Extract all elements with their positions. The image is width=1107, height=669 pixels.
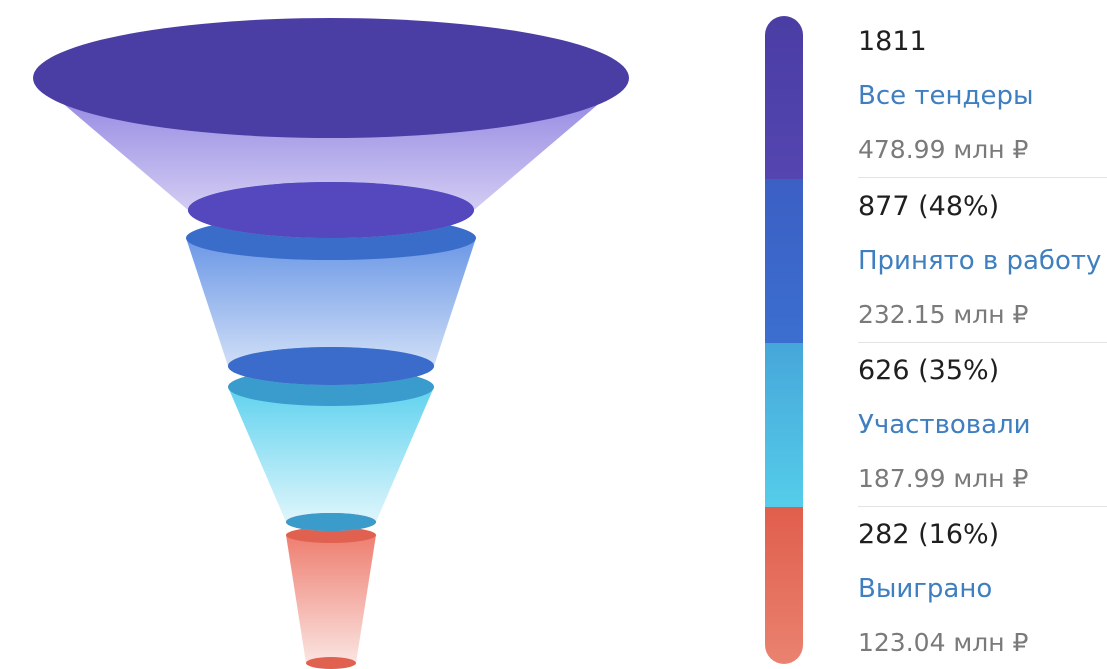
funnel-stage-all-tenders: 1811 Все тендеры 478.99 млн ₽ [858,14,1107,178]
funnel-stage-won: 282 (16%) Выиграно 123.04 млн ₽ [858,507,1107,669]
funnel-section-body[interactable] [286,535,376,669]
funnel-stage-participated: 626 (35%) Участвовали 187.99 млн ₽ [858,343,1107,507]
funnel-section-divider-lens [286,513,376,531]
stage-amount: 478.99 млн ₽ [858,135,1029,164]
stage-divider [858,177,1107,178]
funnel-section-divider-lens [188,182,474,238]
stage-amount: 232.15 млн ₽ [858,300,1029,329]
stage-count: 1811 [858,26,927,57]
legend-color-segment [765,343,803,507]
stage-label[interactable]: Выиграно [858,574,993,604]
stage-label[interactable]: Все тендеры [858,81,1034,111]
funnel-chart [33,18,629,669]
stage-divider [858,342,1107,343]
funnel-section-bottom-rim [306,657,356,669]
stage-amount: 123.04 млн ₽ [858,628,1029,657]
funnel-stage-accepted: 877 (48%) Принято в работу 232.15 млн ₽ [858,179,1107,343]
stage-count: 877 (48%) [858,191,1000,222]
stage-divider [858,506,1107,507]
stage-label[interactable]: Участвовали [858,410,1031,440]
legend-color-segment [765,507,803,664]
legend-color-segment [765,179,803,343]
legend-color-segment [765,16,803,179]
funnel-section-top-cap [33,18,629,138]
stage-count: 282 (16%) [858,519,1000,550]
funnel-section-body[interactable] [228,387,434,531]
funnel-section-top-cap [286,527,376,543]
stage-count: 626 (35%) [858,355,1000,386]
stage-amount: 187.99 млн ₽ [858,464,1029,493]
funnel-section-divider-lens [228,347,434,385]
stage-label[interactable]: Принято в работу [858,246,1102,276]
funnel-section-body[interactable] [186,238,476,385]
